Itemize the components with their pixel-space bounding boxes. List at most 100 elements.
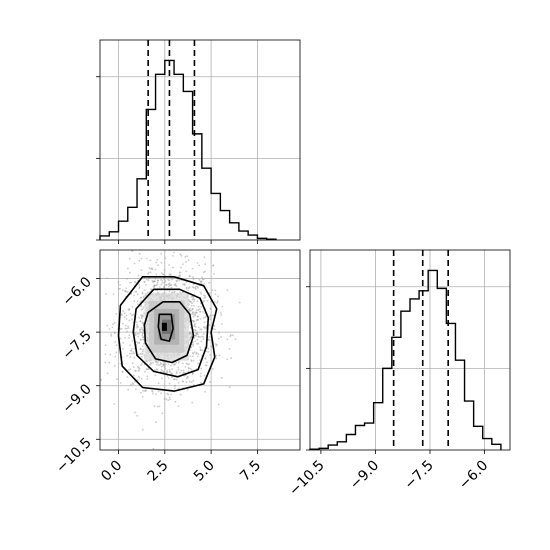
scatter-point [190,309,193,312]
scatter-point [190,369,193,371]
scatter-point [106,324,108,327]
scatter-point [159,286,161,289]
scatter-point [209,353,212,356]
x-tick-label: 5.0 [191,458,218,485]
scatter-point [193,304,195,307]
scatter-point [133,352,135,355]
scatter-point [196,262,199,264]
scatter-point [112,293,115,296]
scatter-point [188,320,191,323]
scatter-point [204,364,207,367]
scatter-point [133,347,136,350]
scatter-point [206,299,209,302]
scatter-point [192,278,195,281]
scatter-point [177,278,179,281]
scatter-point [128,352,131,355]
scatter-point [161,282,164,284]
scatter-point [186,255,189,257]
scatter-point [114,341,116,343]
scatter-point [220,314,223,316]
scatter-point [141,308,144,310]
scatter-point [192,345,195,347]
scatter-point [137,274,140,277]
scatter-point [226,358,228,361]
scatter-point [203,297,206,299]
scatter-point [186,388,189,391]
scatter-point [142,329,145,332]
scatter-point [157,279,160,282]
scatter-point [162,363,165,366]
scatter-point [174,363,176,365]
scatter-point [203,326,206,329]
scatter-point [127,325,129,328]
scatter-point [120,313,123,315]
scatter-point [132,366,135,369]
scatter-point [140,304,143,307]
scatter-point [192,343,195,346]
scatter-point [208,324,211,326]
scatter-point [180,266,182,269]
joint-panel-frame [99,249,301,451]
scatter-point [127,368,130,371]
scatter-point [206,361,208,364]
scatter-point [144,389,147,391]
scatter-point [216,300,219,303]
scatter-point [127,388,130,391]
y-tick-label: −10.5 [53,435,95,477]
scatter-point [164,367,167,370]
scatter-point [220,336,222,338]
scatter-point [104,353,107,355]
scatter-point [188,380,191,383]
scatter-point [139,339,142,341]
scatter-point [168,371,171,373]
scatter-point [197,309,200,312]
scatter-point [127,327,130,329]
scatter-point [189,335,192,338]
scatter-point [189,367,192,370]
scatter-point [166,369,169,372]
scatter-point [189,307,192,310]
scatter-point [188,363,190,366]
scatter-point [214,301,216,303]
scatter-point [166,371,169,373]
scatter-point [131,318,133,321]
scatter-point [137,335,140,338]
y-tick-label: −6.0 [59,274,94,309]
scatter-point [179,274,181,277]
scatter-point [191,308,194,310]
scatter-point [165,283,168,286]
scatter-point [194,288,197,290]
scatter-point [114,355,117,358]
scatter-point [115,351,118,354]
scatter-point [209,381,211,383]
scatter-point [144,370,146,373]
scatter-point [199,291,202,294]
scatter-point [125,318,128,320]
scatter-point [155,421,158,424]
scatter-point [136,341,139,344]
scatter-point [138,333,140,335]
scatter-point [212,264,214,267]
scatter-point [191,286,194,288]
x-tick-label: 7.5 [237,458,264,485]
x-tick-label: −9.0 [347,458,382,493]
scatter-point [200,305,203,308]
scatter-point [138,252,141,255]
scatter-point [134,334,137,337]
scatter-point [209,318,212,321]
scatter-point [201,278,204,281]
scatter-point [148,267,151,269]
scatter-point [200,328,203,331]
scatter-point [187,287,190,290]
scatter-point [162,364,165,367]
scatter-point [167,377,170,379]
scatter-point [140,377,143,380]
scatter-point [138,317,141,319]
scatter-point [170,393,173,396]
scatter-point [209,314,212,317]
scatter-point [109,353,112,356]
scatter-point [122,342,125,344]
scatter-point [205,350,208,353]
scatter-point [154,374,157,377]
scatter-point [231,334,234,336]
